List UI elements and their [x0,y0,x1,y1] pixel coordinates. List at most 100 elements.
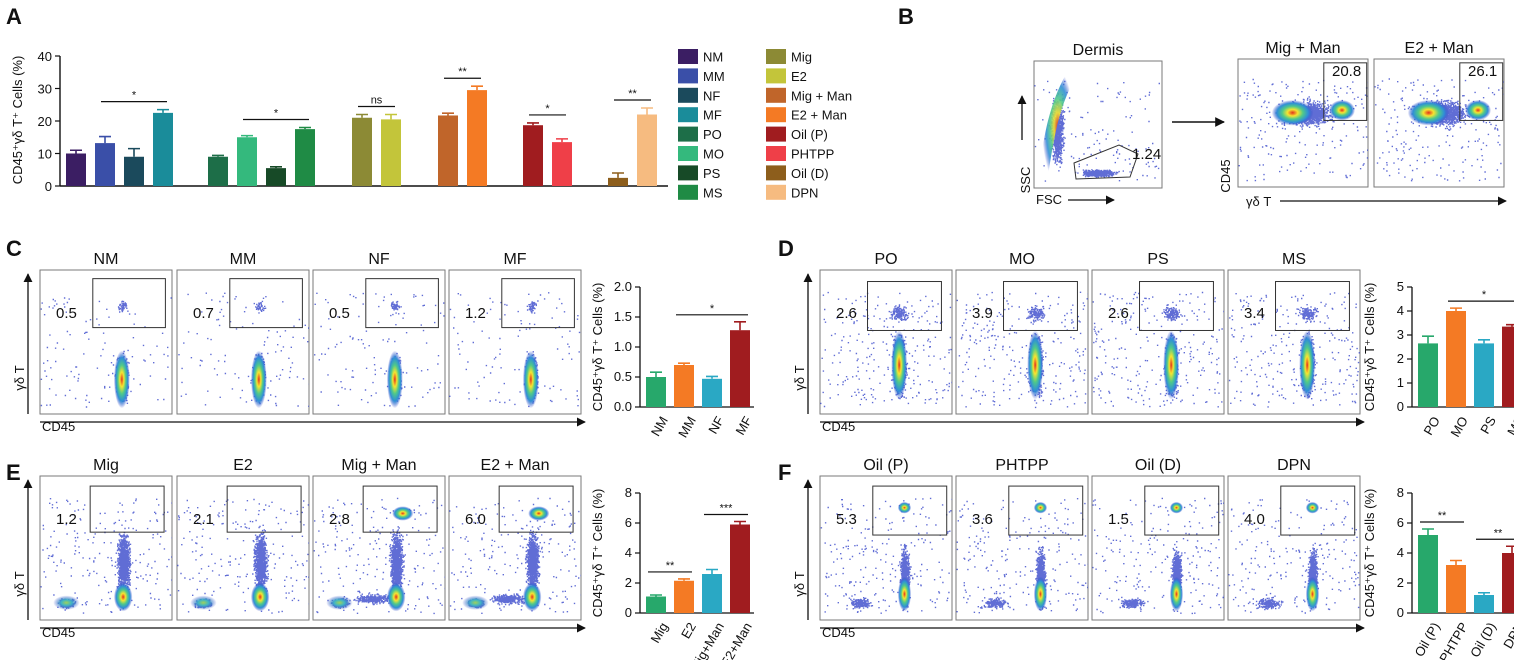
d-bar-error-1 [1450,307,1462,311]
c-bar-2 [702,378,722,407]
e-plot-1 [176,475,310,621]
d-plot-2-density-0 [1163,330,1180,400]
c-plot-title-1: MM [230,251,257,268]
f-bar-error-2 [1478,591,1490,595]
a-bar-nm [66,153,86,186]
c-plot-2-density-0 [386,350,403,409]
c-plot-0-frame [39,269,173,415]
d-plot-0-frame [819,269,953,415]
f-x-axis-label: CD45 [822,625,855,640]
d-bar-ytick-4: 4 [1397,303,1404,318]
e-plot-3-events [449,497,581,614]
e-bar-error-1 [678,578,690,581]
a-legend-label-10: Mig + Man [791,88,852,103]
a-bar-mig [352,117,372,186]
a-error-bar-0-1 [99,135,111,144]
d-bar-error-2 [1478,339,1490,344]
a-legend-swatch-9 [766,68,786,84]
a-legend-swatch-10 [766,87,786,103]
d-plot-3-event-dots [1228,292,1360,408]
e-plot-3-density-0 [522,582,542,612]
f-plot-0-frame [819,475,953,621]
panel-label-d: D [778,236,794,261]
f-plot-3-density-1 [1305,501,1320,514]
c-plot-3-events [449,292,581,409]
f-plot-gate-value-2: 1.5 [1108,511,1129,528]
a-error-bar-3-0 [442,112,454,116]
a-bar-oilp [523,125,543,186]
a-legend-swatch-11 [766,107,786,123]
d-plot-title-3: MS [1282,251,1306,268]
a-bar-oild [608,177,628,186]
d-plot-title-1: MO [1009,251,1035,268]
d-bar-3 [1502,326,1514,407]
c-bar-ytick-1: 0.5 [614,369,632,384]
d-bar-category-1: MO [1447,414,1470,440]
a-bar-dpn [637,114,657,186]
d-plot-0-gate-box [867,281,942,331]
c-plot-3-frame [448,269,582,415]
c-plot-gate-value-3: 1.2 [465,305,486,322]
f-bar-y-axis-label: CD45⁺γδ T⁺ Cells (%) [1362,489,1377,618]
e-bar-0 [646,596,666,613]
a-sig-label-4: * [545,103,550,115]
e-bar-error-2 [706,568,718,574]
e-plot-0 [39,475,173,621]
e-plot-gate-value-2: 2.8 [329,511,350,528]
a-legend-swatch-0 [678,49,698,64]
a-error-bar-4-0 [527,122,539,126]
d-bar-ytick-2: 2 [1397,351,1404,366]
e-bar-category-1: E2 [678,620,699,641]
a-ytick-label-4: 40 [38,49,52,64]
c-plot-2-frame [312,269,446,415]
d-plot-2-frame [1091,269,1225,415]
c-bar-ytick-4: 2.0 [614,279,632,294]
a-legend-swatch-13 [766,146,786,161]
f-bar-error-1 [1450,559,1462,565]
b-dermis-plot [1033,60,1163,189]
d-plot-0-events [820,291,952,408]
a-bar-ps [266,168,286,186]
b-plot-1-events [1374,78,1504,182]
d-plot-3-events [1228,292,1360,408]
b-plot-1-density-0 [1407,99,1450,126]
f-plot-gate-value-0: 5.3 [836,511,857,528]
b-cd45-label: CD45 [1218,159,1233,192]
a-legend-label-11: E2 + Man [791,108,847,123]
f-bar-0 [1418,535,1438,613]
d-plot-1-frame [955,269,1089,415]
a-legend-label-5: MO [703,147,724,162]
e-plot-0-gate-box [89,485,165,533]
a-legend-label-0: NM [703,50,723,65]
a-legend-label-9: E2 [791,69,807,84]
e-y-axis-label: γδ T [12,571,27,596]
e-plot-title-1: E2 [233,457,253,474]
panel-label-f: F [778,460,791,485]
c-plot-1-gate-box [229,278,303,329]
f-bar-error-0 [1422,528,1434,535]
e-bar-ytick-3: 6 [625,515,632,530]
c-bar-ytick-0: 0.0 [614,399,632,414]
d-plot-3-density-0 [1299,330,1316,400]
a-legend-label-2: NF [703,88,720,103]
d-plot-1-gate-box [1003,281,1078,331]
d-y-axis-label: γδ T [792,365,807,390]
d-x-axis-label: CD45 [822,419,855,434]
f-plot-title-3: DPN [1277,457,1311,474]
d-plot-gate-value-3: 3.4 [1244,305,1265,322]
d-plot-0-density-0 [891,330,908,400]
c-bar-category-2: NF [705,414,727,437]
b-plot-1-event-dots [1374,78,1504,182]
a-error-bar-1-1 [241,134,253,138]
a-bar-nf [124,156,144,186]
f-plot-1 [955,475,1089,621]
a-error-bar-0-0 [70,149,82,154]
f-plot-1-gate-box [1008,485,1084,536]
d-plot-3 [1227,269,1361,415]
e-plot-0-density-1 [53,595,80,610]
b-plot-gate-value-1: 26.1 [1468,63,1497,80]
e-plot-title-2: Mig + Man [341,457,416,474]
e-plot-0-density-0 [113,582,133,612]
c-bar-0 [646,377,666,407]
e-plot-2-density-2 [392,506,414,521]
